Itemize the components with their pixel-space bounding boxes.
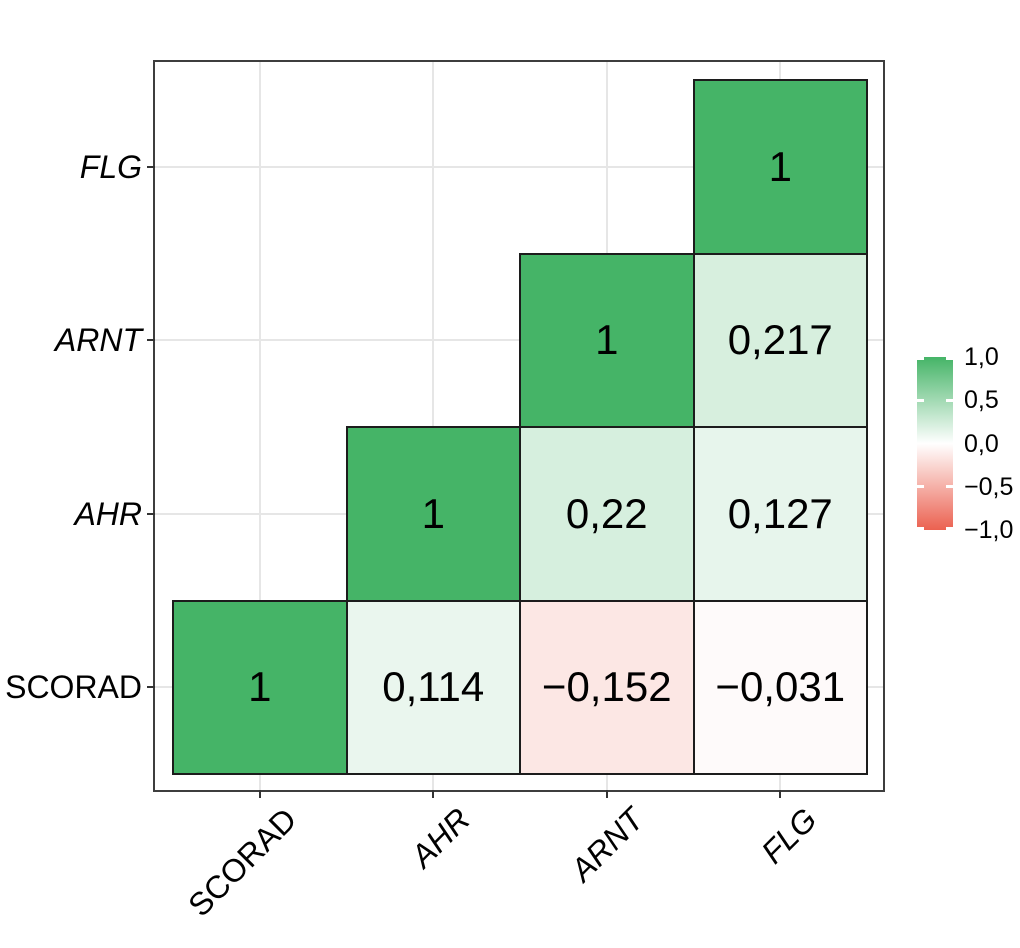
cell-value-label: 0,217 [727, 316, 833, 364]
x-axis-tick [605, 790, 608, 798]
legend-tick-label: −0,5 [964, 472, 1014, 501]
gridline-horizontal [155, 165, 883, 168]
legend-tick-notch [946, 398, 953, 402]
legend-tick-notch [917, 357, 924, 360]
y-axis-label-FLG: FLG [79, 148, 142, 185]
x-axis-label-FLG: FLG [754, 801, 824, 871]
x-axis-label-ARNT: ARNT [563, 801, 651, 889]
cell-value-label: −0,031 [715, 663, 846, 711]
legend-tick-notch [946, 527, 953, 530]
y-axis-label-ARNT: ARNT [54, 322, 142, 359]
legend-colorbar [917, 357, 953, 530]
heatmap-cell-SCORAD-ARNT: −0,152 [519, 599, 695, 775]
y-axis-label-AHR: AHR [74, 495, 142, 532]
legend-tick-label: 0,0 [964, 429, 999, 458]
x-axis-tick [779, 790, 782, 798]
legend-tick-notch [917, 485, 924, 489]
y-axis-label-SCORAD: SCORAD [5, 669, 142, 706]
y-axis-tick [147, 165, 155, 168]
heatmap-cell-SCORAD-AHR: 0,114 [345, 599, 521, 775]
cell-value-label: 0,22 [565, 489, 648, 537]
legend-tick-notch [917, 527, 924, 530]
x-axis-tick [258, 790, 261, 798]
cell-value-label: −0,152 [541, 663, 672, 711]
cell-value-label: 1 [421, 489, 445, 537]
x-axis-label-SCORAD: SCORAD [180, 801, 304, 924]
heatmap-cell-AHR-ARNT: 0,22 [519, 426, 695, 602]
heatmap-cell-AHR-AHR: 1 [345, 426, 521, 602]
legend-tick-notch [917, 398, 924, 402]
x-axis-label-AHR: AHR [403, 801, 477, 875]
cell-value-label: 0,127 [727, 489, 833, 537]
legend-tick-notch [946, 485, 953, 489]
heatmap-cell-SCORAD-SCORAD: 1 [172, 599, 348, 775]
gridline-vertical [258, 62, 261, 790]
heatmap-cell-ARNT-ARNT: 1 [519, 252, 695, 428]
legend-tick-label: −1,0 [964, 516, 1014, 544]
plot-panel: 1 1 0,217 1 0,22 0,127 1 0,114 −0,152 −0,031 [153, 60, 885, 792]
legend-tick-label: 1,0 [964, 343, 999, 371]
y-axis-tick [147, 339, 155, 342]
legend-tick-notch [946, 357, 953, 360]
cell-value-label: 0,114 [382, 663, 485, 711]
cell-value-label: 1 [595, 316, 619, 364]
heatmap-cell-ARNT-FLG: 0,217 [692, 252, 868, 428]
heatmap-cell-AHR-FLG: 0,127 [692, 426, 868, 602]
y-axis-tick [147, 686, 155, 689]
legend-tick-label: 0,5 [964, 386, 999, 415]
heatmap-cell-SCORAD-FLG: −0,031 [692, 599, 868, 775]
cell-value-label: 1 [768, 142, 792, 190]
x-axis-tick [432, 790, 435, 798]
heatmap-cell-FLG-FLG: 1 [692, 79, 868, 255]
y-axis-tick [147, 512, 155, 515]
cell-value-label: 1 [248, 663, 272, 711]
